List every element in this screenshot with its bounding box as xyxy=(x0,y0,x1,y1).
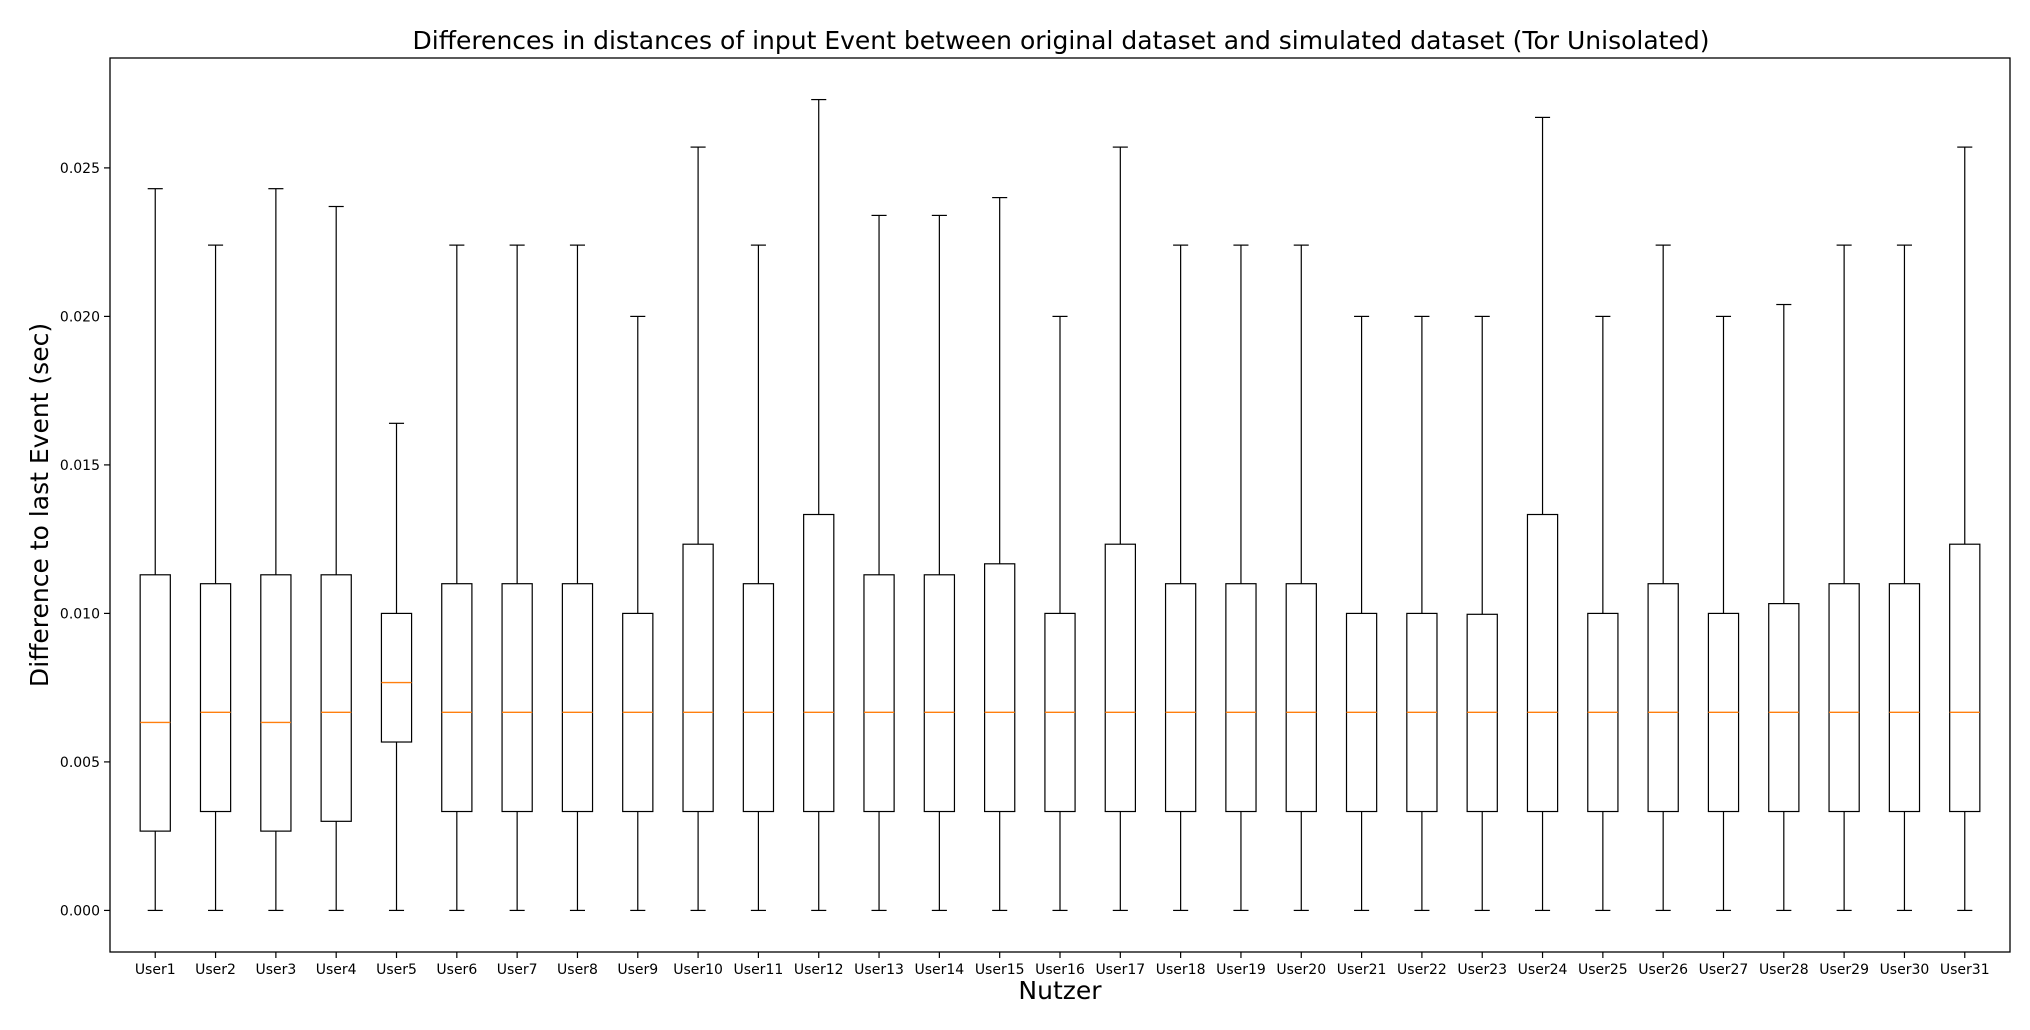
iqr-box xyxy=(501,583,533,813)
x-tick-label: User18 xyxy=(1156,962,1206,978)
iqr-box xyxy=(1285,583,1317,813)
x-axis-label: Nutzer xyxy=(1018,976,1102,1005)
x-tick-label: User8 xyxy=(557,962,598,978)
x-tick-label: User4 xyxy=(316,962,357,978)
iqr-box xyxy=(1526,513,1559,813)
y-tick-label: 0.010 xyxy=(60,606,100,622)
iqr-box xyxy=(1647,583,1679,813)
iqr-box xyxy=(1888,583,1921,813)
x-tick-label: User25 xyxy=(1578,962,1628,978)
y-tick-label: 0.000 xyxy=(60,903,100,919)
x-tick-label: User14 xyxy=(914,962,964,978)
x-tick-label: User9 xyxy=(617,962,658,978)
iqr-box xyxy=(1225,583,1257,813)
iqr-box xyxy=(1768,603,1800,813)
x-tick-label: User15 xyxy=(975,962,1025,978)
x-tick-label: User2 xyxy=(195,962,236,978)
iqr-box xyxy=(320,574,352,822)
x-tick-label: User10 xyxy=(673,962,723,978)
chart-title: Differences in distances of input Event … xyxy=(413,26,1710,55)
x-tick-label: User27 xyxy=(1699,962,1749,978)
y-tick-label: 0.025 xyxy=(60,161,100,177)
iqr-box xyxy=(742,583,775,813)
x-tick-label: User16 xyxy=(1035,962,1085,978)
x-tick-label: User13 xyxy=(854,962,904,978)
iqr-box xyxy=(1164,583,1197,813)
y-tick-label: 0.015 xyxy=(60,458,100,474)
x-tick-label: User1 xyxy=(135,962,176,978)
iqr-box xyxy=(260,574,292,832)
iqr-box xyxy=(923,574,956,813)
iqr-box xyxy=(1828,583,1860,813)
x-tick-label: User3 xyxy=(255,962,296,978)
iqr-box xyxy=(199,583,232,813)
x-tick-label: User24 xyxy=(1518,962,1568,978)
x-tick-label: User22 xyxy=(1397,962,1447,978)
y-tick-label: 0.020 xyxy=(60,309,100,325)
x-tick-label: User19 xyxy=(1216,962,1266,978)
x-tick-label: User31 xyxy=(1940,962,1990,978)
iqr-box xyxy=(803,513,835,813)
x-tick-label: User28 xyxy=(1759,962,1809,978)
x-tick-label: User12 xyxy=(794,962,844,978)
x-tick-label: User20 xyxy=(1276,962,1326,978)
x-tick-label: User26 xyxy=(1638,962,1688,978)
x-tick-label: User5 xyxy=(376,962,417,978)
iqr-box xyxy=(441,583,473,813)
iqr-box xyxy=(139,574,171,832)
iqr-box xyxy=(863,574,895,813)
y-tick-label: 0.005 xyxy=(60,755,100,771)
iqr-box xyxy=(561,583,594,813)
iqr-box xyxy=(1949,543,1981,813)
x-tick-label: User7 xyxy=(497,962,538,978)
x-tick-label: User21 xyxy=(1337,962,1387,978)
iqr-box xyxy=(380,612,413,743)
x-tick-label: User17 xyxy=(1095,962,1145,978)
plot-frame xyxy=(109,57,2011,953)
x-tick-label: User6 xyxy=(436,962,477,978)
x-tick-label: User29 xyxy=(1819,962,1869,978)
iqr-box xyxy=(1104,543,1136,813)
plot-area: 0.000 0.005 0.010 0.015 0.020 0.025 User1 User2… xyxy=(60,98,1990,978)
iqr-box xyxy=(682,543,714,813)
x-tick-label: User11 xyxy=(734,962,784,978)
x-tick-label: User23 xyxy=(1457,962,1507,978)
iqr-box xyxy=(984,563,1016,813)
y-axis-label: Difference to last Event (sec) xyxy=(25,323,54,687)
x-tick-label: User30 xyxy=(1880,962,1930,978)
